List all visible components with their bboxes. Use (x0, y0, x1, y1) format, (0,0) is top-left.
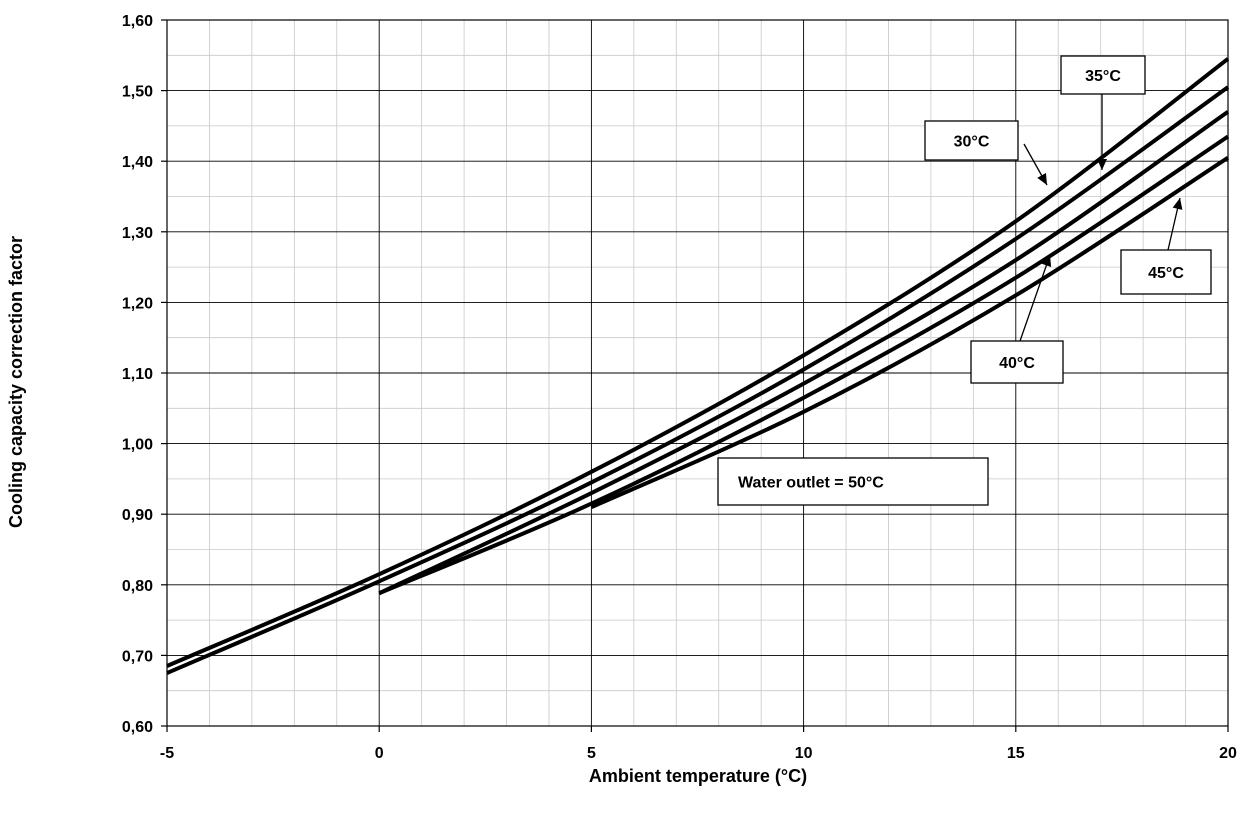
callout-box (970, 340, 1064, 384)
y-tick-label: 1,00 (122, 437, 153, 454)
x-tick-label: -5 (160, 745, 174, 762)
y-tick-label: 0,80 (122, 578, 153, 595)
arrow-head (1041, 255, 1052, 268)
callout-45c: 45°C (1120, 197, 1212, 295)
callout-box (1060, 55, 1146, 95)
series-line-50c (590, 155, 1230, 509)
callout-box (717, 457, 989, 506)
callout-label: 30°C (954, 134, 990, 151)
callout-30c: 30°C (924, 120, 1048, 186)
arrow-head (1037, 172, 1047, 185)
series-line-35c (166, 85, 1230, 675)
series-line-30c (166, 57, 1230, 668)
callout-label: 45°C (1148, 265, 1184, 282)
y-tick-label: 1,60 (122, 13, 153, 30)
x-tick-label: 15 (1007, 745, 1025, 762)
series-line-40c (378, 110, 1230, 596)
callout-box (1120, 249, 1212, 295)
callout-label: 40°C (999, 355, 1035, 372)
y-tick-label: 1,30 (122, 225, 153, 242)
callout-40c: 40°C (970, 254, 1064, 384)
y-tick-label: 0,70 (122, 648, 153, 665)
y-tick-label: 1,20 (122, 295, 153, 312)
x-tick-label: 20 (1219, 745, 1237, 762)
grid (161, 19, 1229, 732)
callout-water-outlet: Water outlet = 50°C (717, 457, 989, 506)
series-line-45c (378, 134, 1230, 596)
y-tick-label: 1,10 (122, 366, 153, 383)
x-axis-title: Ambient temperature (°C) (589, 766, 807, 786)
callout-label: 35°C (1085, 68, 1121, 85)
callouts: 35°C 30°C 45°C 40°C Water outlet = 50°C (717, 55, 1212, 506)
y-tick-label: 0,60 (122, 719, 153, 736)
y-tick-label: 1,50 (122, 84, 153, 101)
leader-line (1019, 254, 1051, 342)
arrow-head (1097, 159, 1107, 170)
y-axis-title: Cooling capacity correction factor (6, 236, 26, 528)
callout-box (924, 120, 1019, 161)
y-tick-label: 1,40 (122, 154, 153, 171)
callout-35c: 35°C (1060, 55, 1146, 170)
x-tick-label: 0 (375, 745, 384, 762)
series-lines (166, 57, 1230, 675)
arrow-head (1172, 198, 1183, 210)
y-tick-label: 0,90 (122, 507, 153, 524)
tick-labels: -5 0 5 10 15 20 0,60 0,70 0,80 0,90 1,00 1,10 1,20 1,… (122, 13, 1237, 762)
callout-label: Water outlet = 50°C (738, 475, 884, 492)
x-tick-label: 5 (587, 745, 596, 762)
x-tick-label: 10 (795, 745, 813, 762)
